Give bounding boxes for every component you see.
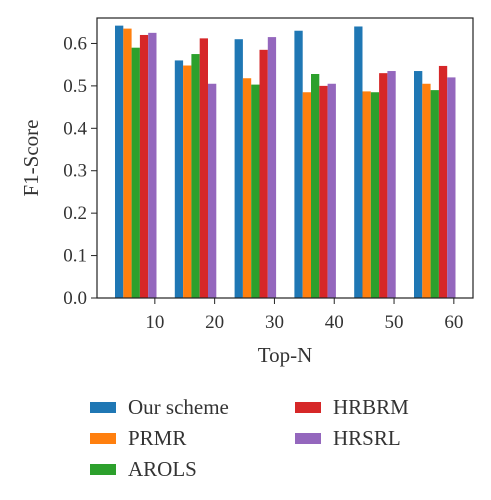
legend-item-arols: AROLS [90, 454, 197, 484]
x-axis: 10 20 30 40 50 60 [145, 298, 463, 333]
legend-item-prmr: PRMR [90, 423, 186, 453]
x-tick-label: 60 [444, 312, 463, 333]
legend-swatch [90, 401, 116, 413]
bar-hrsrl-60 [447, 77, 456, 298]
legend-label: Our scheme [128, 394, 229, 419]
bar-hrsrl-30 [267, 37, 277, 298]
legend-swatch [295, 401, 321, 413]
bar-our-scheme-20 [174, 60, 184, 299]
y-tick-label: 0.3 [63, 161, 87, 182]
legend-item-hrbrm: HRBRM [295, 392, 409, 422]
legend-label: HRBRM [333, 394, 409, 419]
legend-label: AROLS [128, 456, 197, 481]
bar-hrbrm-40 [319, 85, 328, 298]
legend-item-hrsrl: HRSRL [295, 423, 401, 453]
x-axis-title: Top-N [258, 343, 313, 367]
bar-arols-20 [191, 54, 200, 298]
x-tick-label: 50 [385, 312, 404, 333]
bar-hrsrl-50 [387, 71, 396, 298]
bar-hrbrm-10 [139, 34, 149, 298]
x-tick-label: 40 [325, 312, 344, 333]
bar-arols-30 [251, 84, 260, 298]
bar-arols-10 [131, 47, 140, 299]
bar-our-scheme-60 [414, 71, 423, 298]
bar-chart: 0.0 0.1 0.2 0.3 0.4 0.5 0.6 10 20 30 40 50 60 F1-Sc… [19, 17, 474, 367]
legend-item-our-scheme: Our scheme [90, 392, 229, 422]
bar-hrbrm-60 [438, 65, 448, 298]
bar-hrbrm-30 [259, 49, 268, 299]
legend-swatch [90, 432, 116, 444]
bar-our-scheme-40 [294, 30, 303, 299]
legend-swatch [90, 463, 116, 475]
y-tick-label: 0.6 [63, 33, 87, 54]
bar-hrbrm-50 [379, 73, 388, 298]
y-tick-label: 0.2 [63, 203, 87, 224]
legend: Our scheme PRMR AROLS HRBRM HRSRL [90, 392, 450, 492]
bar-arols-60 [430, 90, 439, 298]
legend-label: HRSRL [333, 425, 401, 450]
y-tick-label: 0.0 [63, 288, 87, 309]
x-tick-label: 20 [205, 312, 224, 333]
bar-prmr-40 [302, 92, 311, 298]
bar-our-scheme-50 [354, 26, 363, 298]
bar-prmr-20 [183, 65, 192, 298]
bar-arols-50 [370, 92, 380, 298]
y-tick-label: 0.1 [63, 246, 87, 267]
bar-hrbrm-20 [199, 38, 208, 298]
bar-hrsrl-40 [327, 83, 336, 299]
bar-prmr-60 [422, 83, 431, 299]
bar-prmr-30 [242, 78, 252, 298]
plot-frame [96, 17, 474, 299]
y-axis-title: F1-Score [19, 120, 43, 197]
bar-prmr-50 [362, 91, 371, 298]
bar-our-scheme-10 [115, 25, 124, 299]
y-tick-label: 0.5 [63, 76, 87, 97]
legend-label: PRMR [128, 425, 187, 450]
bars-group [115, 25, 456, 299]
y-tick-label: 0.4 [63, 118, 87, 139]
y-axis: 0.0 0.1 0.2 0.3 0.4 0.5 0.6 [63, 33, 97, 309]
bar-prmr-10 [123, 28, 132, 299]
bar-arols-40 [311, 74, 320, 298]
legend-swatch [295, 432, 321, 444]
bar-hrsrl-20 [208, 83, 217, 299]
bar-hrsrl-10 [148, 32, 157, 299]
x-tick-label: 30 [265, 312, 284, 333]
x-tick-label: 10 [145, 312, 164, 333]
bar-our-scheme-30 [234, 39, 243, 298]
